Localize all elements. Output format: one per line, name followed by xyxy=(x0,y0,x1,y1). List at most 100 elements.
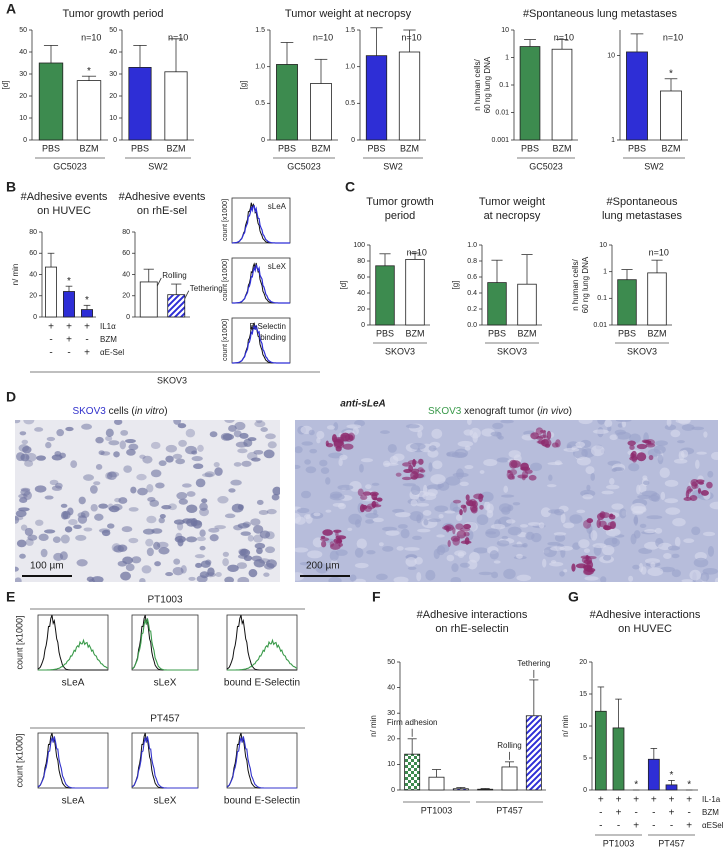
cell xyxy=(177,423,187,429)
y-axis-label: n/ min xyxy=(369,715,378,737)
cell xyxy=(18,507,30,512)
histogram-curve xyxy=(131,614,198,671)
marker-label: E-Selectin xyxy=(250,322,286,331)
marker-label: sLeA xyxy=(62,796,85,807)
cell xyxy=(93,481,101,486)
cell xyxy=(15,509,27,518)
cell xyxy=(151,528,163,534)
y-tick-label: 60 xyxy=(357,274,365,281)
tissue xyxy=(527,522,541,527)
tissue xyxy=(410,485,421,496)
y-tick-label: 20 xyxy=(122,293,130,300)
tissue xyxy=(423,484,428,496)
stain xyxy=(536,436,544,440)
cell xyxy=(83,474,94,481)
cell xyxy=(177,538,184,547)
histogram-curve xyxy=(232,324,290,364)
tissue xyxy=(425,569,436,581)
tissue xyxy=(434,505,449,512)
cell xyxy=(228,488,236,493)
tissue xyxy=(496,431,502,439)
tissue xyxy=(619,508,627,519)
y-tick-label: 0.6 xyxy=(467,274,477,281)
significance-star: * xyxy=(670,770,674,781)
cell xyxy=(271,493,280,501)
tissue xyxy=(464,445,471,451)
micrograph-left xyxy=(15,420,280,582)
cell xyxy=(256,499,264,505)
tissue xyxy=(503,568,516,580)
tissue xyxy=(569,514,583,524)
tissue xyxy=(586,484,591,491)
y-axis-label: [d] xyxy=(1,81,10,90)
histogram-curve xyxy=(131,732,198,789)
cell xyxy=(263,572,270,577)
tissue xyxy=(326,425,335,430)
tissue xyxy=(467,530,474,541)
cell xyxy=(73,524,82,530)
tissue xyxy=(392,453,405,461)
tissue xyxy=(372,517,384,523)
tissue xyxy=(611,503,624,510)
tissue xyxy=(352,427,359,435)
stain xyxy=(321,540,327,548)
tissue xyxy=(681,424,695,431)
stain xyxy=(598,520,607,528)
histogram-curve xyxy=(131,618,198,671)
group-label: PT457 xyxy=(658,838,685,848)
y-axis-label: n human cells/ xyxy=(571,258,580,310)
x-tick-label: PBS xyxy=(42,143,60,153)
caption-part: xenograft tumor ( xyxy=(461,406,541,417)
y-tick-label: 40 xyxy=(19,49,27,56)
tissue xyxy=(672,518,686,527)
cell xyxy=(258,510,269,515)
stain xyxy=(478,493,484,503)
tissue xyxy=(359,463,364,473)
stain xyxy=(629,456,638,461)
stain xyxy=(571,563,576,572)
tissue xyxy=(319,459,328,467)
panel-letter: E xyxy=(6,589,15,605)
cell xyxy=(240,548,248,556)
tissue xyxy=(643,480,650,486)
tissue xyxy=(659,467,670,479)
tissue xyxy=(639,523,647,529)
stain xyxy=(629,445,635,450)
tissue xyxy=(546,484,557,488)
tissue xyxy=(430,474,446,485)
condition-symbol: + xyxy=(616,795,622,806)
bar xyxy=(519,46,541,141)
tissue xyxy=(632,564,640,570)
tissue xyxy=(609,434,618,441)
tissue xyxy=(584,576,599,581)
tissue xyxy=(402,483,416,487)
cell xyxy=(256,547,263,555)
panel-letter: B xyxy=(6,179,16,195)
cell xyxy=(199,545,206,551)
condition-symbol: + xyxy=(669,795,675,806)
label-leader xyxy=(184,290,190,299)
tissue xyxy=(455,514,463,521)
tissue xyxy=(463,429,474,436)
stain xyxy=(447,540,451,548)
cell xyxy=(60,503,68,508)
cell xyxy=(241,460,252,467)
condition-symbol: - xyxy=(67,348,70,359)
stain xyxy=(340,432,351,442)
cell xyxy=(101,529,111,537)
caption-part: SKOV3 xyxy=(428,406,462,417)
tissue xyxy=(422,510,432,516)
tissue xyxy=(563,569,568,573)
cell xyxy=(146,547,154,557)
caption-part: ) xyxy=(569,406,572,417)
stain xyxy=(413,473,424,479)
cell xyxy=(38,533,49,542)
cell xyxy=(173,420,182,425)
condition-symbol: + xyxy=(66,335,72,346)
caption-part: in vivo xyxy=(540,406,569,417)
condition-symbol: + xyxy=(633,821,639,832)
cell xyxy=(204,471,215,478)
tissue xyxy=(375,573,388,581)
tissue xyxy=(301,441,314,446)
condition-symbol: - xyxy=(652,808,655,819)
